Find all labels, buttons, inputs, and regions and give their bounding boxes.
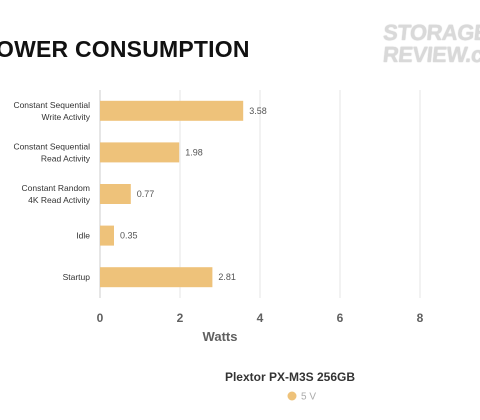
x-tick-label: 6: [337, 311, 344, 325]
x-tick-label: 2: [177, 311, 184, 325]
legend-swatch-5v[interactable]: [287, 391, 297, 401]
value-labels: 3.58 1.98 0.77 0.35 2.81: [120, 106, 267, 282]
category-label: Constant Sequential Write Activity: [13, 100, 90, 122]
x-tick-label: 8: [417, 311, 424, 325]
x-axis-ticks: 0 2 4 6 8: [97, 311, 424, 325]
category-label: Constant Sequential Read Activity: [13, 141, 90, 163]
bar-value-label: 0.35: [120, 231, 138, 241]
bar-value-label: 0.77: [137, 189, 155, 199]
legend-item-5v[interactable]: 5 V: [301, 392, 316, 403]
bar[interactable]: [100, 184, 131, 204]
chart-title: OWER CONSUMPTION: [0, 36, 250, 62]
category-label: Startup: [63, 272, 91, 282]
bar[interactable]: [100, 267, 213, 288]
bar-value-label: 3.58: [249, 106, 267, 116]
bar-value-label: 1.98: [185, 147, 203, 157]
bar-value-label: 2.81: [218, 272, 236, 282]
bar[interactable]: [100, 142, 180, 163]
bar[interactable]: [100, 100, 244, 121]
x-tick-label: 4: [257, 311, 264, 325]
x-tick-label: 0: [97, 311, 104, 325]
bars: [100, 100, 244, 288]
bar[interactable]: [100, 225, 114, 246]
category-label: Constant Random 4K Read Activity: [21, 183, 90, 205]
grid-lines: [99, 90, 421, 298]
legend-title: Plextor PX-M3S 256GB: [225, 370, 355, 384]
category-label: Idle: [76, 231, 90, 241]
x-axis-title: Watts: [203, 329, 238, 344]
category-labels: Constant Sequential Write Activity Constan…: [13, 100, 90, 282]
